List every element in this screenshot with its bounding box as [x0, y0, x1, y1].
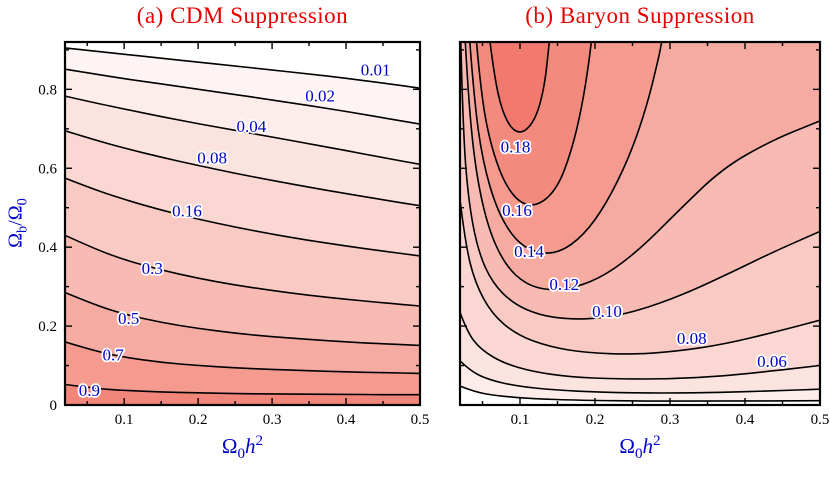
contour-line-0.18	[489, 42, 551, 133]
contour-label-0.9: 0.9	[79, 381, 100, 400]
y-tick-label: 0.6	[38, 161, 57, 177]
contour-line-0.06	[460, 312, 820, 380]
contour-line-0.14	[469, 42, 663, 254]
contour-line-0.02	[65, 68, 420, 125]
x-axis-label-b: Ω0h2	[460, 433, 820, 463]
axis-label-part: Ω	[619, 434, 635, 458]
axis-label-part: 0	[14, 198, 31, 206]
contour-label-0.04: 0.04	[237, 117, 267, 136]
panel-a-title: (a) CDM Suppression	[136, 3, 349, 28]
axis-label-part: Ω	[4, 232, 27, 248]
x-tick-label: 0.5	[411, 412, 430, 428]
x-tick-label: 0.5	[811, 412, 830, 428]
panel-b-title: (b) Baryon Suppression	[525, 3, 755, 28]
x-tick-label: 0.4	[736, 412, 755, 428]
x-tick-label: 0.1	[511, 412, 530, 428]
axis-label-part: h	[642, 434, 654, 458]
contour-label-0.01: 0.01	[361, 60, 391, 79]
contour-label-0.3: 0.3	[142, 259, 163, 278]
contour-line-0.08	[460, 199, 820, 355]
contour-label-0.5: 0.5	[118, 309, 139, 328]
contour-label-0.16: 0.16	[502, 201, 532, 220]
axis-label-part: 0	[634, 446, 643, 463]
contour-label-0.14: 0.14	[514, 242, 544, 261]
contour-label-0.02: 0.02	[305, 86, 335, 105]
contour-label-0.12: 0.12	[549, 275, 579, 294]
contour-line-0.1	[460, 42, 820, 320]
plot-frame	[63, 40, 422, 407]
contour-line-0.12	[464, 42, 820, 291]
y-axis-label: Ωb/Ω0	[5, 198, 32, 248]
contour-line-0.01	[65, 47, 420, 89]
contour-label-0.7: 0.7	[102, 346, 124, 365]
y-tick-label: 0.8	[38, 82, 57, 98]
x-tick-label: 0.1	[115, 412, 134, 428]
x-axis-label-a: Ω0h2	[65, 433, 420, 463]
baryon-contour-plot: 0.1 0.2 0.3 0.4 0.5 0.06 0.08 0.10 0.12 0.14 0.16 0…	[458, 40, 830, 428]
contour-fill-0.18	[490, 42, 550, 132]
contour-line-0.3	[65, 234, 420, 307]
y-tick-label: 0.4	[38, 240, 57, 256]
axis-label-part: 2	[653, 433, 661, 449]
x-tick-label: 0.4	[337, 412, 356, 428]
x-tick-label: 0.2	[189, 412, 208, 428]
plot-frame	[458, 40, 822, 407]
contour-line-0.16	[475, 42, 593, 206]
contour-fill-0.7	[65, 341, 420, 405]
contour-line-0.5	[65, 291, 420, 347]
axis-label-part: 2	[255, 433, 264, 449]
contour-label-0.10: 0.10	[592, 302, 622, 321]
contour-line-0.04	[460, 360, 820, 394]
contour-line-0.04	[65, 95, 420, 166]
contour-fill-0.9	[65, 384, 420, 405]
y-tick-label: 0	[50, 398, 58, 414]
y-tick-label: 0.2	[38, 319, 57, 335]
contour-label-0.08: 0.08	[197, 148, 227, 167]
contour-line-0.02	[460, 385, 820, 402]
contour-label-0.18: 0.18	[501, 138, 531, 157]
axis-label-part: b	[14, 225, 31, 233]
x-tick-label: 0.2	[586, 412, 605, 428]
contour-label-0.16: 0.16	[172, 202, 202, 221]
contour-label-0.06: 0.06	[757, 352, 787, 371]
axis-label-part: 0	[237, 446, 246, 463]
contour-line-0.08	[65, 130, 420, 207]
axis-label-part: Ω	[221, 434, 238, 458]
x-tick-label: 0.3	[661, 412, 680, 428]
axis-label-part: h	[245, 434, 256, 458]
cdm-contour-plot: 0.1 0.2 0.3 0.4 0.5 0 0.2 0.4 0.6 0.8 0.01 0.02 0.04…	[38, 40, 430, 428]
axis-label-part: /Ω	[4, 205, 27, 226]
x-tick-label: 0.3	[263, 412, 282, 428]
contour-label-0.08: 0.08	[677, 329, 707, 348]
contour-line-0.16	[65, 177, 420, 257]
contour-line-0.7	[65, 341, 420, 375]
contour-line-0.9	[65, 383, 420, 396]
